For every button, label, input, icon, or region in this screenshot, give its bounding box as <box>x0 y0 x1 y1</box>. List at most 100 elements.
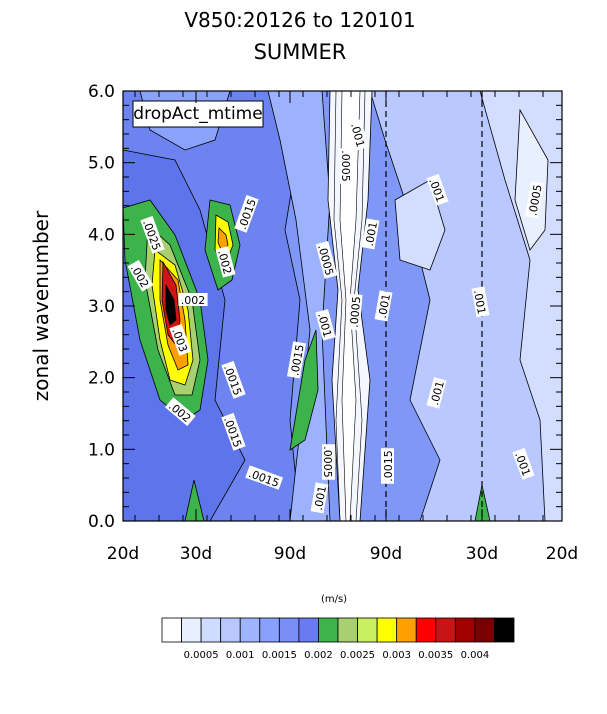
contour-label: .0005 <box>525 181 545 219</box>
contour-label-bg <box>346 293 363 331</box>
colorbar-tick-label: 0.0015 <box>262 650 297 661</box>
colorbar-box <box>220 617 241 643</box>
contour-label-bg <box>140 215 165 254</box>
colorbar-tick-label: 0.0035 <box>418 650 453 661</box>
contour-label-text: .001 <box>312 485 329 511</box>
contour-label-text: .0005 <box>348 296 364 329</box>
contour-label-bg <box>221 360 246 399</box>
contour-label-text: .0005 <box>526 183 544 216</box>
x-tick-label: 30d <box>466 544 498 564</box>
x-tick-label: 30d <box>180 544 212 564</box>
colorbar-labels: 0.0005 0.001 0.0015 0.002 0.0025 0.003 0.0035 0… <box>184 650 490 661</box>
contour-label-bg <box>245 465 284 490</box>
contour-label-bg <box>512 447 535 480</box>
chart-subtitle: SUMMER <box>254 40 347 64</box>
colorbar-tick-label: 0.0025 <box>340 650 375 661</box>
contour-label-bg <box>215 246 236 278</box>
colorbar-box <box>239 617 261 643</box>
contour-label-bg <box>315 309 336 341</box>
contour-label: .001 <box>471 286 490 318</box>
contour-label-bg <box>348 119 369 151</box>
contour-label-bg <box>322 444 335 480</box>
contour-label: .0015 <box>287 341 307 379</box>
contour-label-bg <box>234 194 259 233</box>
field-mid-light <box>267 91 331 521</box>
contour-label: .001 <box>361 218 380 250</box>
colorbar-tick-label: 0.002 <box>304 650 333 661</box>
contour-label-bg <box>340 148 353 184</box>
colorbar-box <box>396 617 417 643</box>
field-top-right-lightest <box>514 108 549 251</box>
legend-box-frame <box>132 100 264 128</box>
field-green-mid <box>289 329 319 451</box>
colorbar-box <box>161 617 182 643</box>
y-tick-label: 5.0 <box>88 154 115 174</box>
colorbar-box <box>259 617 280 643</box>
colorbar-box <box>494 617 515 643</box>
contour-label: .002 <box>178 293 208 307</box>
contour-label-text: .001 <box>348 122 367 149</box>
contour-label: .0005 <box>346 293 364 331</box>
contour-label-bg <box>374 290 393 322</box>
contour-label-bg <box>525 181 544 219</box>
colorbar-box <box>357 617 378 643</box>
contour-label-text: .002 <box>215 249 234 276</box>
field-upper-right-blob <box>394 179 446 271</box>
colorbar-tick-label: 0.003 <box>382 650 411 661</box>
colorbar-tick-label: 0.004 <box>461 650 490 661</box>
contour-label: .002 <box>215 246 236 278</box>
contour-label-text: .001 <box>471 289 488 315</box>
colorbar-units: (m/s) <box>321 594 347 605</box>
x-tick-label: 90d <box>274 544 306 564</box>
x-tick-label: 20d <box>546 544 578 564</box>
y-tick-label: 2.0 <box>88 369 115 389</box>
contour-label-bg <box>169 323 192 356</box>
contour-label: .001 <box>374 290 393 322</box>
legend-box: dropAct_mtime <box>132 100 264 128</box>
contour-label-text: .001 <box>363 221 380 247</box>
contour-label-bg <box>426 377 447 409</box>
contour-label-bg <box>471 286 490 318</box>
contour-label-text: .001 <box>428 380 447 407</box>
colorbar-box <box>376 617 398 643</box>
contour-labels: .0025.002.002.003.002.002.0015.0015.0015… <box>127 119 545 514</box>
colorbar <box>161 617 515 643</box>
contour-label-bg <box>381 448 394 484</box>
colorbar-box <box>435 617 456 643</box>
contour-label-text: .0005 <box>339 150 352 182</box>
field-dark-left <box>165 284 177 326</box>
contour-label: .001 <box>310 482 329 514</box>
y-axis: 0.0 1.0 2.0 3.0 4.0 5.0 6.0 <box>88 82 562 532</box>
colorbar-box <box>200 617 222 643</box>
contour-label-bg <box>310 482 329 514</box>
contour-label: .0015 <box>381 448 395 484</box>
contour-label-text: .001 <box>376 293 393 319</box>
contour-label-bg <box>221 412 246 451</box>
contour-label: .001 <box>426 377 447 409</box>
y-tick-label: 1.0 <box>88 440 115 460</box>
y-tick-label: 0.0 <box>88 512 115 532</box>
contour-label-bg <box>426 173 449 206</box>
contour-label-bg <box>178 293 208 306</box>
contour-label: .0005 <box>321 444 335 480</box>
colorbar-box <box>278 617 300 643</box>
colorbar-box <box>337 617 358 643</box>
colorbar-box <box>415 617 437 643</box>
field-green-bottom-left <box>184 479 205 521</box>
contour-label-text: .001 <box>315 312 334 339</box>
contour-label: .0005 <box>339 148 353 184</box>
x-tick-label: 20d <box>107 544 139 564</box>
colorbar-tick-label: 0.0005 <box>184 650 219 661</box>
colorbar-box <box>474 617 495 643</box>
contour-label-text: .002 <box>181 294 206 307</box>
y-axis-label: zonal wavenumber <box>29 210 53 401</box>
y-tick-label: 4.0 <box>88 225 115 245</box>
y-tick-label: 3.0 <box>88 297 115 317</box>
x-tick-label: 90d <box>370 544 402 564</box>
contour-label-text: .0015 <box>382 450 395 482</box>
contour-label: .001 <box>315 309 336 341</box>
colorbar-box <box>181 617 202 643</box>
legend-text: dropAct_mtime <box>133 104 262 124</box>
contour-label-bg <box>127 259 154 292</box>
